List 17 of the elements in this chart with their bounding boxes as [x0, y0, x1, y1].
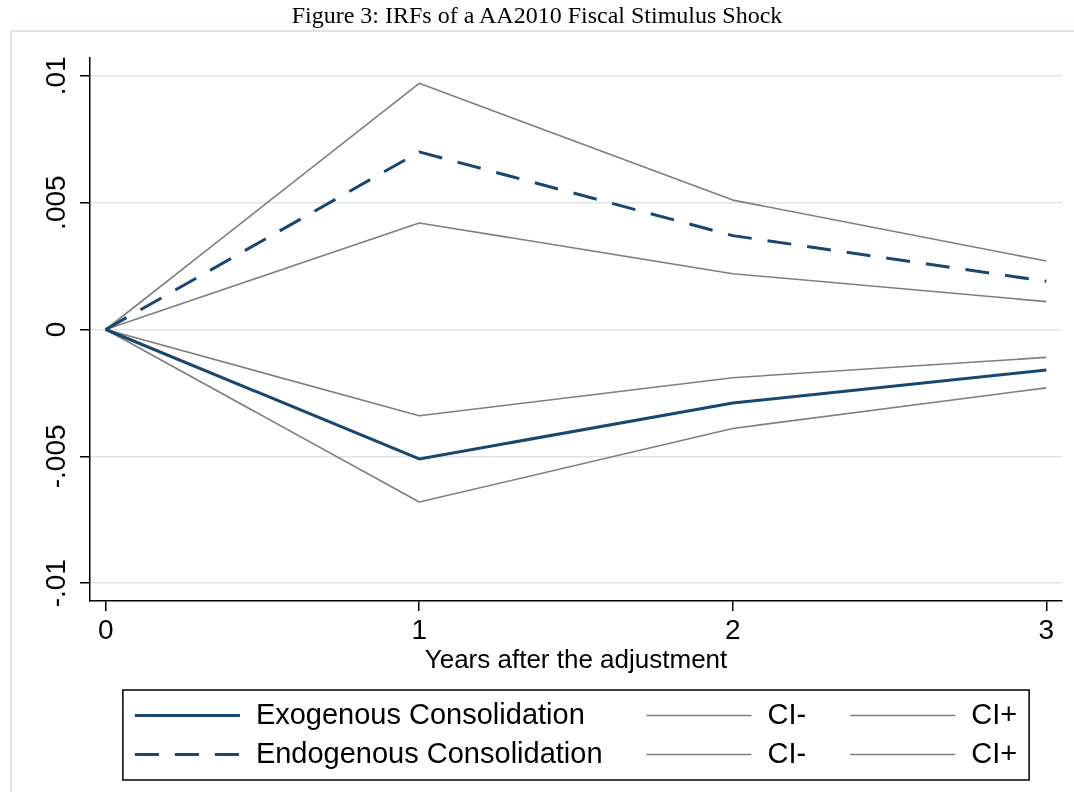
x-axis-title: Years after the adjustment [424, 643, 729, 674]
y-tick-label: .01 [39, 56, 71, 96]
y-tick-label: -.01 [39, 559, 71, 608]
x-tick-label: 1 [411, 613, 428, 645]
legend-label: CI- [767, 697, 807, 730]
legend-label: Endogenous Consolidation [255, 736, 603, 769]
chart-title: Figure 3: IRFs of a AA2010 Fiscal Stimulus Shock [290, 1, 784, 30]
y-tick-label: 0 [39, 321, 71, 338]
x-tick-label: 0 [97, 613, 114, 645]
y-tick-label: -.005 [39, 424, 71, 489]
x-tick-label: 2 [724, 613, 741, 645]
legend-label: CI+ [971, 697, 1018, 730]
legend-label: Exogenous Consolidation [255, 697, 585, 730]
y-tick-label: .005 [39, 175, 71, 230]
legend-label: CI- [767, 736, 807, 769]
legend-label: CI+ [971, 736, 1018, 769]
x-tick-label: 3 [1038, 613, 1055, 645]
